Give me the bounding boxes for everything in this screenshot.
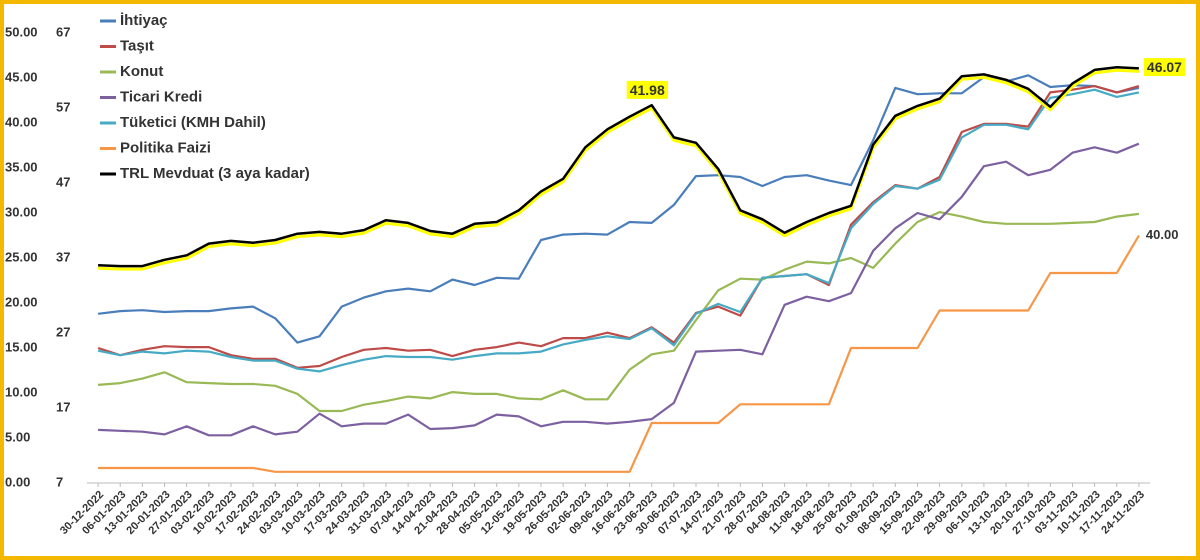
series-line: [98, 211, 1140, 413]
series-line: [97, 88, 1140, 373]
y-tick-label: 15.00: [5, 339, 38, 354]
y-tick-label: 5.00: [5, 429, 30, 444]
data-label-box: [626, 80, 668, 99]
legend-label: Taşıt: [120, 37, 154, 54]
y-tick-label: 45.00: [5, 69, 38, 84]
line-glow: [98, 68, 1139, 271]
series-line: [98, 65, 1139, 268]
y2-tick-label: 7: [56, 474, 63, 489]
legend-label: Politika Faizi: [120, 139, 211, 156]
y2-tick-label: 47: [56, 174, 70, 189]
legend-label: Konut: [120, 63, 163, 80]
y-tick-label: 10.00: [5, 384, 38, 399]
series-line: [98, 234, 1140, 473]
data-label: 41.98: [630, 82, 665, 98]
y2-tick-label: 67: [56, 24, 70, 39]
y-tick-label: 25.00: [5, 249, 38, 264]
y-tick-label: 20.00: [5, 294, 38, 309]
legend-label: İhtiyaç: [120, 12, 168, 29]
y2-tick-label: 17: [56, 399, 70, 414]
data-label: 46.07: [1147, 59, 1182, 75]
data-label-box: [1143, 58, 1186, 77]
y-tick-label: 0.00: [5, 474, 30, 489]
data-label: 40.00: [1146, 227, 1179, 242]
y-tick-label: 50.00: [5, 24, 38, 39]
legend-label: Ticari Kredi: [120, 88, 202, 105]
y-tick-label: 35.00: [5, 159, 38, 174]
series-line: [97, 85, 1140, 369]
series-line: [98, 142, 1140, 437]
legend-label: TRL Mevduat (3 aya kadar): [120, 165, 310, 182]
y2-tick-label: 57: [56, 99, 70, 114]
y2-tick-label: 27: [56, 324, 70, 339]
y2-tick-label: 37: [56, 249, 70, 264]
legend-label: Tüketici (KMH Dahil): [120, 114, 266, 131]
y-tick-label: 30.00: [5, 204, 38, 219]
y-tick-label: 40.00: [5, 114, 38, 129]
series-line: [97, 74, 1140, 344]
